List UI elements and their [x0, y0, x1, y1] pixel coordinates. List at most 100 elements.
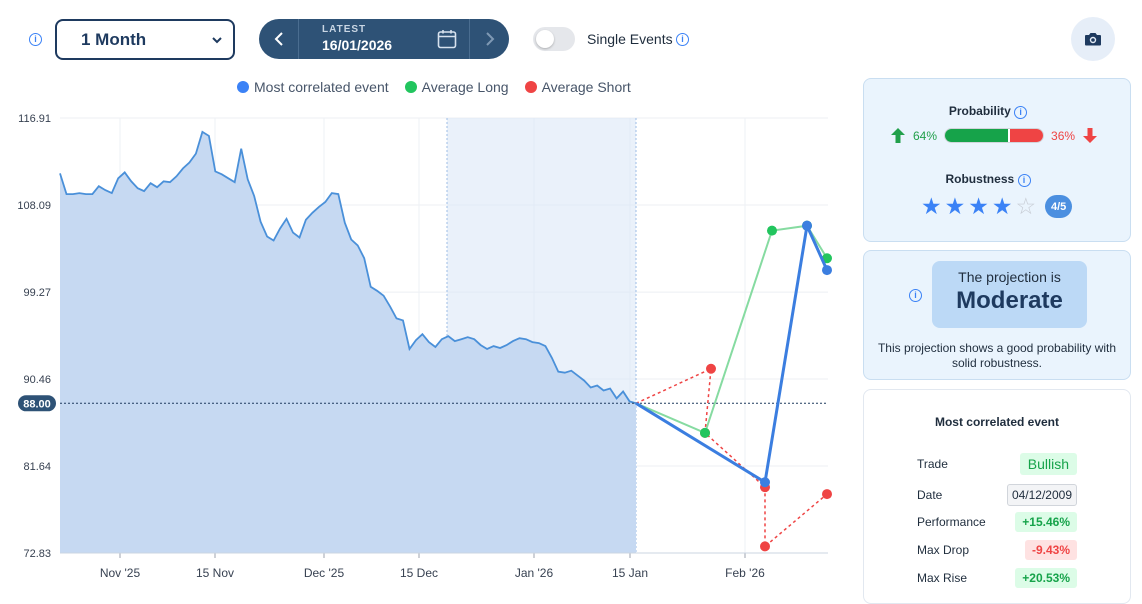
- robustness-badge: 4/5: [1045, 195, 1073, 218]
- y-tick-label: 72.83: [23, 548, 51, 560]
- projection-level: Moderate: [956, 287, 1063, 314]
- legend-item[interactable]: Most correlated event: [237, 79, 389, 95]
- current-value-label: 88.00: [23, 398, 51, 410]
- event-row-max-drop: Max Drop -9.43%: [917, 540, 1077, 560]
- probability-row: 64% 36%: [890, 127, 1098, 144]
- next-date-button[interactable]: [469, 19, 509, 59]
- probability-down: 36%: [1051, 128, 1076, 143]
- correlated-event-panel: Most correlated event Trade Bullish Date…: [863, 389, 1131, 604]
- event-row-label: Date: [917, 488, 943, 502]
- chevron-left-icon: [274, 32, 283, 46]
- average-long-point: [767, 225, 777, 236]
- x-tick-label: 15 Nov: [196, 566, 234, 580]
- most-correlated-point: [760, 477, 770, 488]
- single-events-toggle[interactable]: [533, 27, 575, 51]
- previous-date-button[interactable]: [259, 19, 299, 59]
- probability-title: Probability i: [864, 104, 1112, 119]
- arrow-up-icon: [891, 128, 905, 143]
- price-chart[interactable]: 116.91 108.09 99.27 90.46 81.64 72.83 Nov '25…: [0, 108, 850, 599]
- legend-dot: [524, 81, 537, 93]
- probability-info-icon[interactable]: i: [1014, 106, 1028, 119]
- probability-bar: [944, 128, 1045, 143]
- y-tick-label: 81.64: [23, 461, 51, 473]
- average-short-point: [760, 541, 770, 552]
- event-row-label: Max Rise: [917, 571, 968, 585]
- most-correlated-line: [635, 220, 829, 485]
- legend-dot: [237, 81, 249, 93]
- legend-label: Average Long: [421, 79, 509, 95]
- period-select-value: 1 Month: [81, 29, 147, 49]
- x-tick-label: Feb '26: [725, 566, 765, 580]
- probability-up: 64%: [913, 128, 938, 143]
- performance-badge: +15.46%: [1015, 512, 1077, 532]
- projection-intro: The projection is: [958, 269, 1061, 285]
- robustness-title: Robustness i: [864, 172, 1112, 187]
- legend-item[interactable]: Average Short: [524, 79, 631, 95]
- single-events-info-icon[interactable]: i: [676, 33, 689, 46]
- average-short-line: [635, 367, 828, 549]
- price-area: [60, 131, 636, 553]
- legend-label: Most correlated event: [254, 79, 389, 95]
- star-icon: ★: [944, 193, 966, 219]
- trade-badge: Bullish: [1019, 453, 1077, 475]
- legend-item[interactable]: Average Long: [404, 79, 509, 95]
- star-icon: ★: [921, 193, 942, 219]
- projection-info-icon[interactable]: i: [909, 289, 922, 302]
- projection-panel: i The projection is Moderate This projec…: [863, 250, 1131, 380]
- average-long-point: [822, 253, 832, 264]
- projection-box: The projection is Moderate: [932, 261, 1087, 328]
- chart-legend: Most correlated event Average Long Avera…: [237, 79, 631, 95]
- toggle-knob: [536, 30, 554, 48]
- chevron-right-icon: [485, 32, 494, 46]
- star-outline-icon: ☆: [1015, 193, 1037, 219]
- price-line: [59, 130, 637, 405]
- event-row-trade: Trade Bullish: [917, 453, 1077, 475]
- x-tick-label: 15 Jan: [612, 566, 648, 580]
- average-long-line: [635, 224, 828, 435]
- x-tick-label: Jan '26: [515, 566, 554, 580]
- period-select[interactable]: 1 Month: [55, 19, 235, 60]
- y-tick-label: 99.27: [23, 287, 51, 299]
- robustness-stars: ★ ★ ★ ★ ☆ 4/5: [921, 193, 1073, 219]
- date-value: 16/01/2026: [322, 37, 393, 53]
- average-long-point: [700, 427, 710, 438]
- arrow-down-icon: [1083, 128, 1098, 143]
- probability-panel: Probability i 64% 36% Robustness i ★ ★ ★…: [863, 78, 1131, 242]
- probability-bar-down: [1007, 129, 1044, 142]
- single-events-label: Single Events: [587, 31, 673, 47]
- date-navigator: LATEST 16/01/2026: [259, 19, 509, 59]
- most-correlated-point: [802, 220, 812, 231]
- star-icon: ★: [968, 193, 989, 219]
- period-info-icon[interactable]: i: [29, 33, 42, 46]
- max-drop-badge: -9.43%: [1024, 540, 1077, 560]
- legend-label: Average Short: [541, 79, 631, 95]
- robustness-info-icon[interactable]: i: [1017, 174, 1031, 187]
- event-title: Most correlated event: [934, 415, 1060, 429]
- star-icon: ★: [991, 193, 1013, 219]
- event-row-label: Trade: [917, 457, 948, 471]
- event-row-label: Max Drop: [917, 543, 970, 557]
- max-rise-badge: +20.53%: [1015, 568, 1077, 588]
- projection-description: This projection shows a good probability…: [877, 341, 1117, 370]
- y-axis: 116.91 108.09 99.27 90.46 81.64 72.83: [17, 113, 51, 560]
- x-tick-label: 15 Dec: [400, 566, 438, 580]
- x-tick-label: Dec '25: [304, 566, 345, 580]
- average-short-point: [822, 489, 832, 500]
- y-tick-label: 108.09: [17, 200, 51, 212]
- legend-dot: [404, 81, 417, 93]
- y-tick-label: 116.91: [18, 113, 51, 125]
- x-tick-label: Nov '25: [100, 566, 141, 580]
- chevron-down-icon: [212, 36, 222, 43]
- screenshot-button[interactable]: [1071, 17, 1115, 61]
- date-label: LATEST: [322, 24, 367, 35]
- projections: [635, 220, 832, 552]
- event-row-label: Performance: [917, 515, 986, 529]
- most-correlated-point: [822, 265, 832, 276]
- current-value-badge: [18, 395, 56, 412]
- probability-bar-up: [945, 129, 1008, 142]
- calendar-icon[interactable]: [437, 29, 457, 49]
- y-tick-label: 90.46: [23, 374, 51, 386]
- x-axis: Nov '25 15 Nov Dec '25 15 Dec Jan '26 15 Jan F…: [60, 552, 828, 580]
- average-short-point: [706, 363, 716, 374]
- event-row-max-rise: Max Rise +20.53%: [917, 568, 1077, 588]
